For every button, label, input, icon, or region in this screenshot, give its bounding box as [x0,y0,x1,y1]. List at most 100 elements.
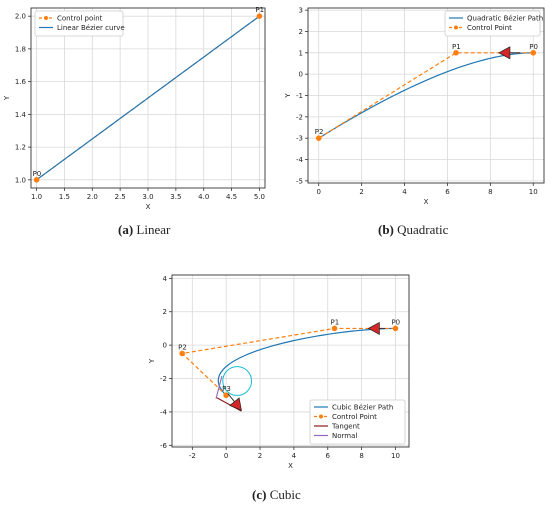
control-polygon [180,327,396,396]
legend-box [444,10,541,37]
legend-box [34,10,124,37]
legend-label: Control Point [467,24,512,32]
x-tick-label: -2 [189,452,196,460]
caption-c: (c) Cubic [252,487,301,503]
y-tick-label: -4 [160,408,168,416]
control-point-marker [392,325,399,332]
legend-label: Control Point [332,413,377,421]
caption-b-label: (b) [378,222,394,237]
caption-c-label: (c) [252,487,267,502]
panel-c: -2 0 2 4 6 8 10 -6 -4 -2 0 2 4 X Y P0 P1 P2 P3 Cubic Bézier… [148,274,410,470]
legend-marker [454,25,458,30]
x-tick-label: 10 [529,188,538,196]
caption-a-label: (a) [118,222,134,237]
axes-frame-a [30,7,266,189]
legend-box [309,399,406,445]
control-point-label: P1 [331,318,340,326]
plot-b [315,46,537,141]
caption-a: (a) Linear [118,222,170,238]
y-tick-label: -3 [296,135,303,143]
legend-label: Tangent [331,423,360,431]
y-tick-label: -4 [296,156,304,164]
y-tick-label: 1.0 [15,176,26,184]
y-tick-label: 1.2 [15,144,26,152]
x-tick-label: 6 [445,188,450,196]
bezier-curve [36,15,260,181]
y-tick-label: 2 [163,308,167,316]
legend-label: Linear Bézier curve [57,24,125,32]
x-tick-label: 2.0 [87,193,98,201]
osculating-circle [222,366,253,396]
control-point-marker [223,392,229,399]
x-tick-label: 3.0 [142,193,153,201]
y-tick-label: -2 [160,375,167,383]
x-tick-label: 0 [224,452,228,460]
y-tick-label: -1 [296,92,303,100]
control-point-label: P2 [315,128,324,136]
caption-b: (b) Quadratic [378,222,448,238]
control-point-marker [315,135,322,141]
x-tick-label: 4.0 [198,193,209,201]
axes-frame-c [171,274,410,448]
x-axis-label: X [424,198,429,206]
plot-a [33,13,263,183]
caption-a-text: Linear [136,222,171,237]
y-tick-label: 1.6 [15,78,27,86]
x-tick-label: 0 [316,188,320,196]
x-tick-label: 8 [359,452,363,460]
panel-a: 1.0 1.5 2.0 2.5 3.0 3.5 4.0 4.5 5.0 1.0 1.2 1.4 1.6 1… [3,6,266,211]
y-axis-label: Y [148,358,156,364]
x-tick-label: 3.5 [170,193,181,201]
legend-marker [44,16,48,20]
legend-label: Normal [332,432,357,440]
control-point-marker [256,13,263,19]
y-tick-label: 1 [299,49,303,57]
y-tick-label: 4 [163,275,168,283]
legend-label: Quadratic Bézier Path [467,15,543,23]
direction-arrow-1-shaft [227,393,235,403]
panel-b: 0 2 4 6 8 10 -5 -4 -3 -2 -1 0 1 2 3 X Y P0 P1 P2 Quadratic B… [284,7,545,206]
control-point-marker [179,350,185,357]
y-tick-label: 1.4 [15,111,27,119]
bezier-curve [217,327,396,396]
x-axis-label: X [146,203,151,211]
axes-frame-b [307,7,545,184]
control-point-marker [33,177,40,183]
y-tick-label: -2 [296,113,303,121]
control-point-label: P0 [33,170,42,178]
direction-arrow-0-head [367,321,380,336]
y-tick-label: 2.0 [15,13,26,21]
x-tick-label: 4.5 [226,193,237,201]
legend-marker [319,414,323,419]
legend-label: Control point [57,15,103,23]
y-tick-label: 1.8 [15,45,26,53]
x-axis-label: X [288,462,293,470]
x-tick-label: 8 [488,188,492,196]
control-point-label: P2 [178,343,187,351]
plot-c [179,321,399,412]
x-tick-label: 6 [326,452,331,460]
x-tick-label: 1.0 [31,193,42,201]
x-tick-label: 1.5 [59,193,70,201]
control-polygon [318,52,534,139]
control-point-label: P1 [255,6,264,14]
control-point-label: P0 [391,318,400,326]
caption-c-text: Cubic [269,487,301,502]
x-tick-label: 2 [359,188,363,196]
direction-arrow-1-head [229,397,242,411]
x-tick-label: 5.0 [254,193,265,201]
y-axis-label: Y [284,93,292,99]
y-tick-label: -6 [160,442,168,450]
y-axis-label: Y [3,95,11,101]
y-tick-label: 3 [299,7,303,15]
x-tick-label: 4 [402,188,407,196]
caption-b-text: Quadratic [397,222,449,237]
control-point-label: P3 [222,385,231,393]
x-tick-label: 2.5 [115,193,126,201]
y-tick-label: 0 [299,71,303,79]
control-point-label: P1 [452,43,461,51]
